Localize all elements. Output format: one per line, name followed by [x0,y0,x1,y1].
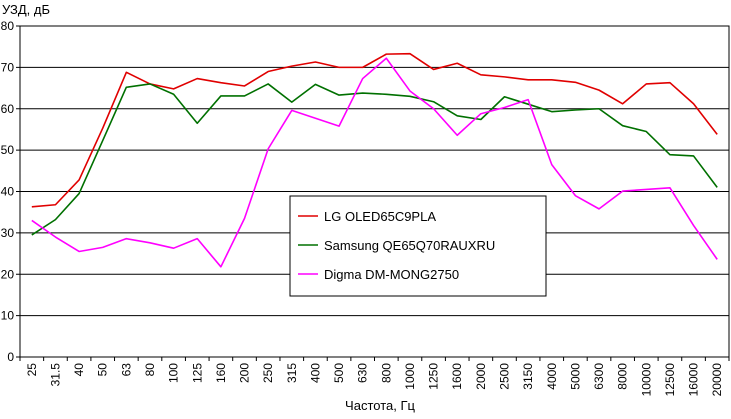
x-tick-label: 20000 [710,363,724,397]
x-tick-label: 200 [238,363,252,383]
legend-box [289,195,547,297]
y-tick-label-60: 60 [1,102,15,116]
x-tick-label: 400 [308,363,322,383]
x-tick-label: 80 [143,363,157,377]
x-tick-label: 4000 [545,363,559,390]
x-tick-label: 8000 [616,363,630,390]
x-tick-label: 125 [190,363,204,383]
x-tick-label: 40 [72,363,86,377]
x-tick-label: 160 [214,363,228,383]
legend-label-1: LG OLED65C9PLA [324,209,436,224]
x-tick-label: 1600 [450,363,464,390]
legend: LG OLED65C9PLA Samsung QE65Q70RAUXRU Digma… [289,195,547,297]
x-tick-label: 16000 [687,363,701,397]
x-tick-label: 630 [356,363,370,383]
x-tick-label: 63 [119,363,133,377]
x-tick-label: 50 [96,363,110,377]
series-line-3 [31,57,718,268]
y-tick-label-30: 30 [1,226,15,240]
x-tick-label: 800 [379,363,393,383]
x-tick-label: 1250 [427,363,441,390]
x-tick-label: 100 [167,363,181,383]
x-tick-label: 2000 [474,363,488,390]
x-tick-label: 5000 [568,363,582,390]
x-tick-label: 10000 [639,363,653,397]
x-tick-label: 6300 [592,363,606,390]
x-tick-label: 250 [261,363,275,383]
y-tick-label-10: 10 [1,309,15,323]
y-tick-label-20: 20 [1,267,15,281]
y-axis: 0 10 20 30 40 50 60 70 80 [1,19,20,364]
y-tick-label-70: 70 [1,60,15,74]
series-layer [31,52,718,268]
x-tick-label: 12500 [663,363,677,397]
legend-label-2: Samsung QE65Q70RAUXRU [324,238,495,253]
x-tick-label: 1000 [403,363,417,390]
y-axis-title: УЗД, дБ [2,2,50,17]
x-axis: 25 31.5 40 50 63 80 100 125 160 200 250 315 400 500 63… [19,357,730,397]
y-tick-label-40: 40 [1,185,15,199]
y-tick-label-0: 0 [7,350,14,364]
x-tick-label: 315 [285,363,299,383]
legend-label-3: Digma DM-MONG2750 [324,267,459,282]
y-tick-label-50: 50 [1,143,15,157]
y-tick-label-80: 80 [1,19,15,33]
x-tick-label: 25 [25,363,39,377]
x-tick-label: 500 [332,363,346,383]
x-axis-title: Частота, Гц [345,398,415,413]
series-line-1 [31,52,718,208]
x-tick-label: 31.5 [48,363,62,387]
x-tick-label: 2500 [497,363,511,390]
series-line-2 [31,83,718,236]
x-tick-label: 3150 [521,363,535,390]
